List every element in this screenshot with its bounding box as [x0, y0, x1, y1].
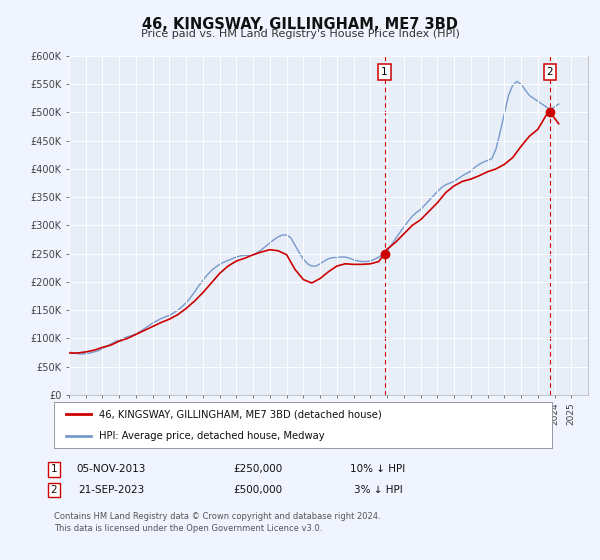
Text: 21-SEP-2023: 21-SEP-2023 — [78, 485, 144, 495]
Text: Price paid vs. HM Land Registry's House Price Index (HPI): Price paid vs. HM Land Registry's House … — [140, 29, 460, 39]
Text: 1: 1 — [381, 67, 388, 77]
Text: £500,000: £500,000 — [233, 485, 283, 495]
Text: 10% ↓ HPI: 10% ↓ HPI — [350, 464, 406, 474]
Text: 1: 1 — [50, 464, 58, 474]
Text: £250,000: £250,000 — [233, 464, 283, 474]
Text: 2: 2 — [547, 67, 553, 77]
Text: 46, KINGSWAY, GILLINGHAM, ME7 3BD (detached house): 46, KINGSWAY, GILLINGHAM, ME7 3BD (detac… — [99, 409, 382, 419]
Text: 05-NOV-2013: 05-NOV-2013 — [76, 464, 146, 474]
Text: Contains HM Land Registry data © Crown copyright and database right 2024.
This d: Contains HM Land Registry data © Crown c… — [54, 512, 380, 533]
Text: 3% ↓ HPI: 3% ↓ HPI — [353, 485, 403, 495]
Text: HPI: Average price, detached house, Medway: HPI: Average price, detached house, Medw… — [99, 431, 325, 441]
Text: 46, KINGSWAY, GILLINGHAM, ME7 3BD: 46, KINGSWAY, GILLINGHAM, ME7 3BD — [142, 17, 458, 32]
Text: 2: 2 — [50, 485, 58, 495]
